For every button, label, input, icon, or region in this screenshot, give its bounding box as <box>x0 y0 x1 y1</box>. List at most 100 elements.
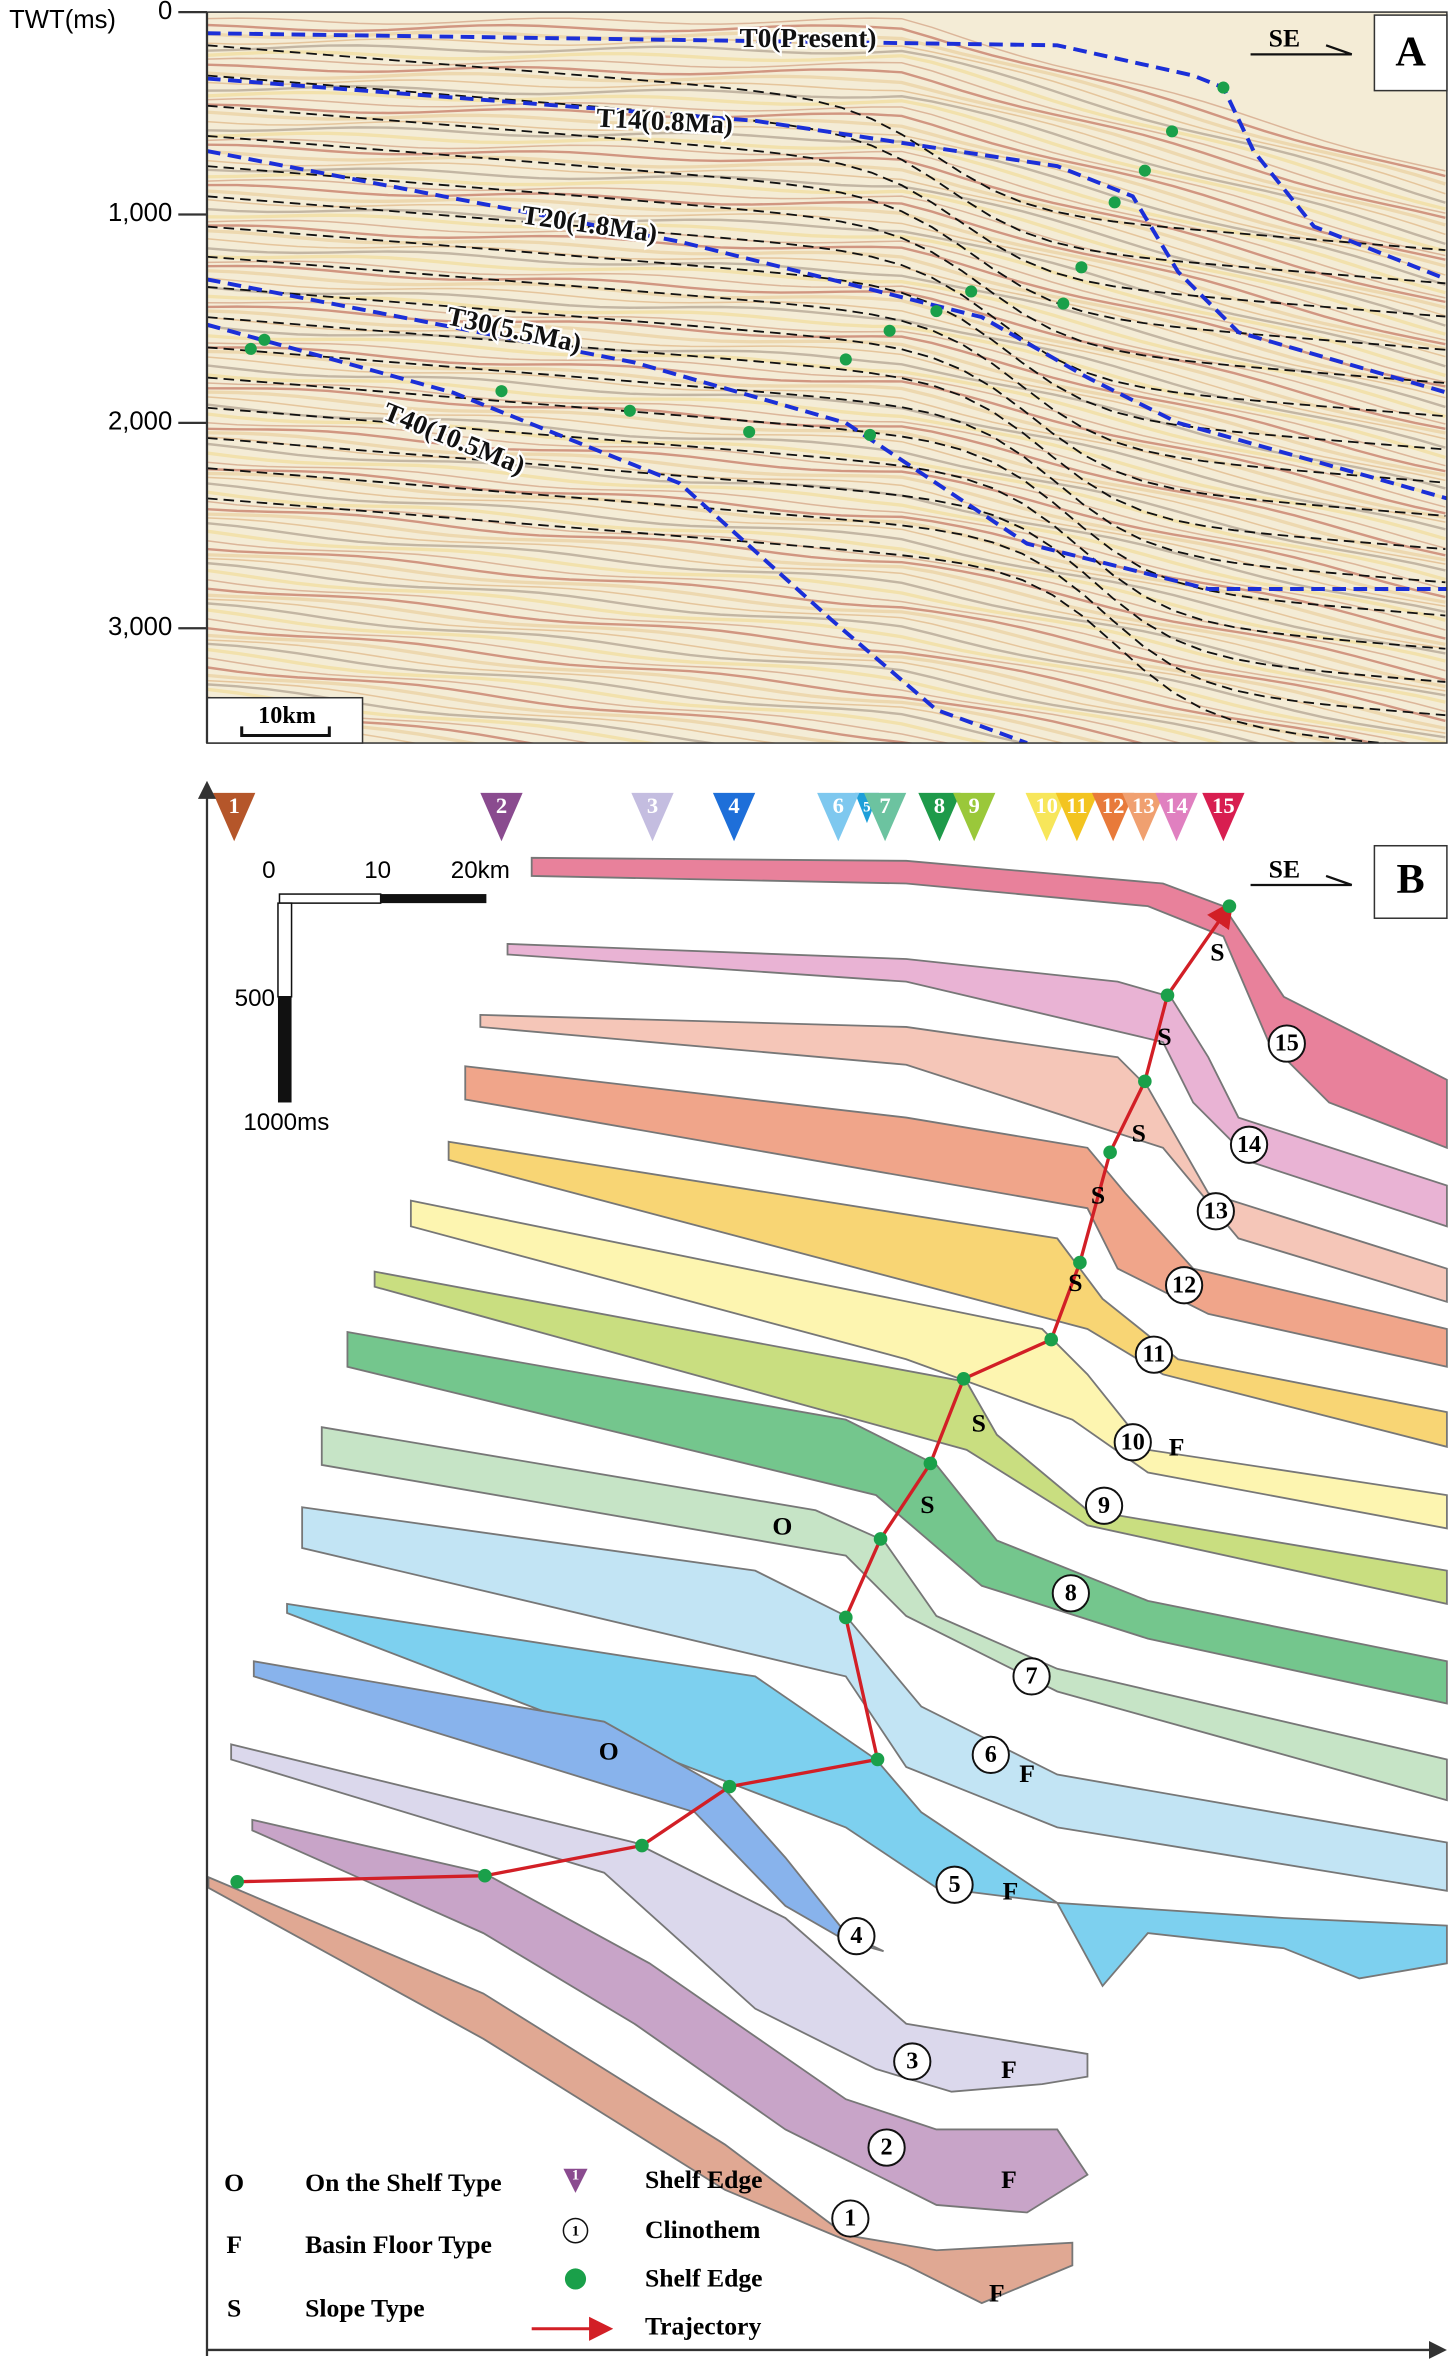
clinothem-marker <box>893 2042 932 2081</box>
type-letter: S <box>972 1409 986 1438</box>
interpreted-reflector <box>206 316 1446 551</box>
seismic-reflector <box>206 508 1446 682</box>
legend-symbol: S <box>227 2294 241 2323</box>
legend-text: On the Shelf Type <box>305 2168 501 2197</box>
shelf-edge-point <box>1165 125 1179 138</box>
seismic-reflector <box>206 269 1446 435</box>
clinothem-body <box>252 1660 884 1953</box>
interpreted-reflector <box>206 165 1446 384</box>
seismic-reflector <box>206 38 1446 195</box>
scale-label: 500 <box>235 985 275 1012</box>
tick-label: 3,000 <box>108 613 172 641</box>
panel-b <box>207 856 1448 2305</box>
seismic-reflector <box>206 198 1446 358</box>
legend-symbol: 1 <box>572 2224 580 2240</box>
shelf-edge-point <box>635 1838 649 1853</box>
seismic-reflector <box>206 500 1446 672</box>
seismic-reflector <box>206 247 1446 409</box>
seismic-reflector <box>206 421 1446 590</box>
shelf-edge-number: 4 <box>728 793 739 818</box>
interpreted-reflector <box>206 195 1446 418</box>
seismic-reflector <box>206 561 1446 739</box>
seismic-reflector <box>206 427 1446 599</box>
seismic-reflector <box>206 213 1446 378</box>
clinothem-body <box>286 1602 1448 1988</box>
seismic-reflector <box>206 529 1446 704</box>
seismic-reflector <box>206 97 1446 257</box>
seismic-reflector <box>206 110 1446 268</box>
type-letter: F <box>989 2278 1005 2307</box>
scale-label: 10 <box>364 857 391 884</box>
legend-text: Slope Type <box>305 2294 425 2323</box>
scale-label: 0 <box>262 857 275 884</box>
shelf-edge-point <box>930 305 943 318</box>
seismic-reflector <box>206 286 1446 449</box>
seismic-reflector <box>206 593 1342 744</box>
legend-text: Trajectory <box>645 2312 762 2341</box>
clinothem-body <box>409 1199 1448 1530</box>
seismic-reflector <box>206 390 1446 562</box>
scale-bar <box>277 996 292 1103</box>
type-letter: F <box>1169 1433 1185 1462</box>
direction: SE <box>1269 24 1300 53</box>
interpreted-reflector <box>206 44 1446 251</box>
clinothem-number: 8 <box>1065 1579 1077 1606</box>
seismic-reflector <box>206 647 994 744</box>
type-letter: F <box>1019 1759 1035 1788</box>
shelf-edge-number: 3 <box>647 793 658 818</box>
scale-label: 20km <box>451 857 510 884</box>
type-letter: S <box>1210 937 1224 966</box>
shelf-edge-point <box>1057 297 1070 310</box>
shelf-edge-point <box>839 353 852 366</box>
seismic-reflector <box>206 172 1446 336</box>
seismic-reflector <box>206 679 780 744</box>
shelf-edge-marker <box>1155 792 1198 842</box>
horizon <box>206 277 1447 591</box>
direction-arrow <box>1250 874 1353 887</box>
type-letter: S <box>1157 1022 1171 1051</box>
tick-label: 0 <box>158 0 172 25</box>
panel-label: B <box>1397 856 1425 903</box>
seismic-reflector <box>206 264 1446 431</box>
shelf-edge-number: 13 <box>1132 793 1155 818</box>
clinothem-marker <box>1229 1125 1269 1164</box>
clinothem-marker <box>1165 1266 1204 1305</box>
clinothem-body <box>301 1506 1448 1892</box>
seismic-reflector <box>206 608 1226 744</box>
shelf-edge-point <box>870 1752 885 1767</box>
shelf-edge-point <box>230 1874 244 1889</box>
shelf-edge-point <box>1217 81 1230 94</box>
seismic-reflector <box>206 727 313 744</box>
clinothem-marker <box>971 1735 1010 1775</box>
shelf-edge-marker <box>817 792 860 842</box>
shelf-edge-marker <box>1091 792 1135 842</box>
shelf-edge-number: 10 <box>1035 793 1058 818</box>
seismic-reflector <box>206 482 1446 655</box>
panel-label-box <box>1373 14 1448 92</box>
seismic-reflector <box>206 103 1446 261</box>
clinothem-marker <box>1051 1574 1090 1613</box>
scale-bar <box>380 894 487 904</box>
legend-text: Shelf Edge <box>645 2263 763 2292</box>
shelf-edge-number: 15 <box>1212 793 1235 818</box>
shelf-edge-point <box>495 385 508 398</box>
clinothem-number: 6 <box>985 1741 997 1768</box>
seismic-reflector <box>206 598 1300 744</box>
clinothem-number: 12 <box>1172 1271 1196 1298</box>
clinothem-number: 1 <box>844 2205 856 2232</box>
seismic-reflector <box>206 618 1183 744</box>
seismic-reflector <box>206 633 1109 744</box>
shelf-edge-number: 7 <box>879 793 890 818</box>
shelf-edge-marker <box>863 792 907 842</box>
seismic-reflector <box>206 143 1446 304</box>
seismic-reflector <box>206 442 1446 614</box>
interpreted-reflector <box>206 406 1446 650</box>
horizon <box>206 76 1447 395</box>
horizon <box>206 322 1028 744</box>
seismic-reflector <box>206 539 1446 713</box>
scale-bar <box>278 893 382 904</box>
seismic-reflector <box>206 364 1446 531</box>
seismic-reflector <box>206 547 1446 723</box>
shelf-edge-point <box>965 285 978 298</box>
clinothem-body <box>251 1818 1089 2214</box>
